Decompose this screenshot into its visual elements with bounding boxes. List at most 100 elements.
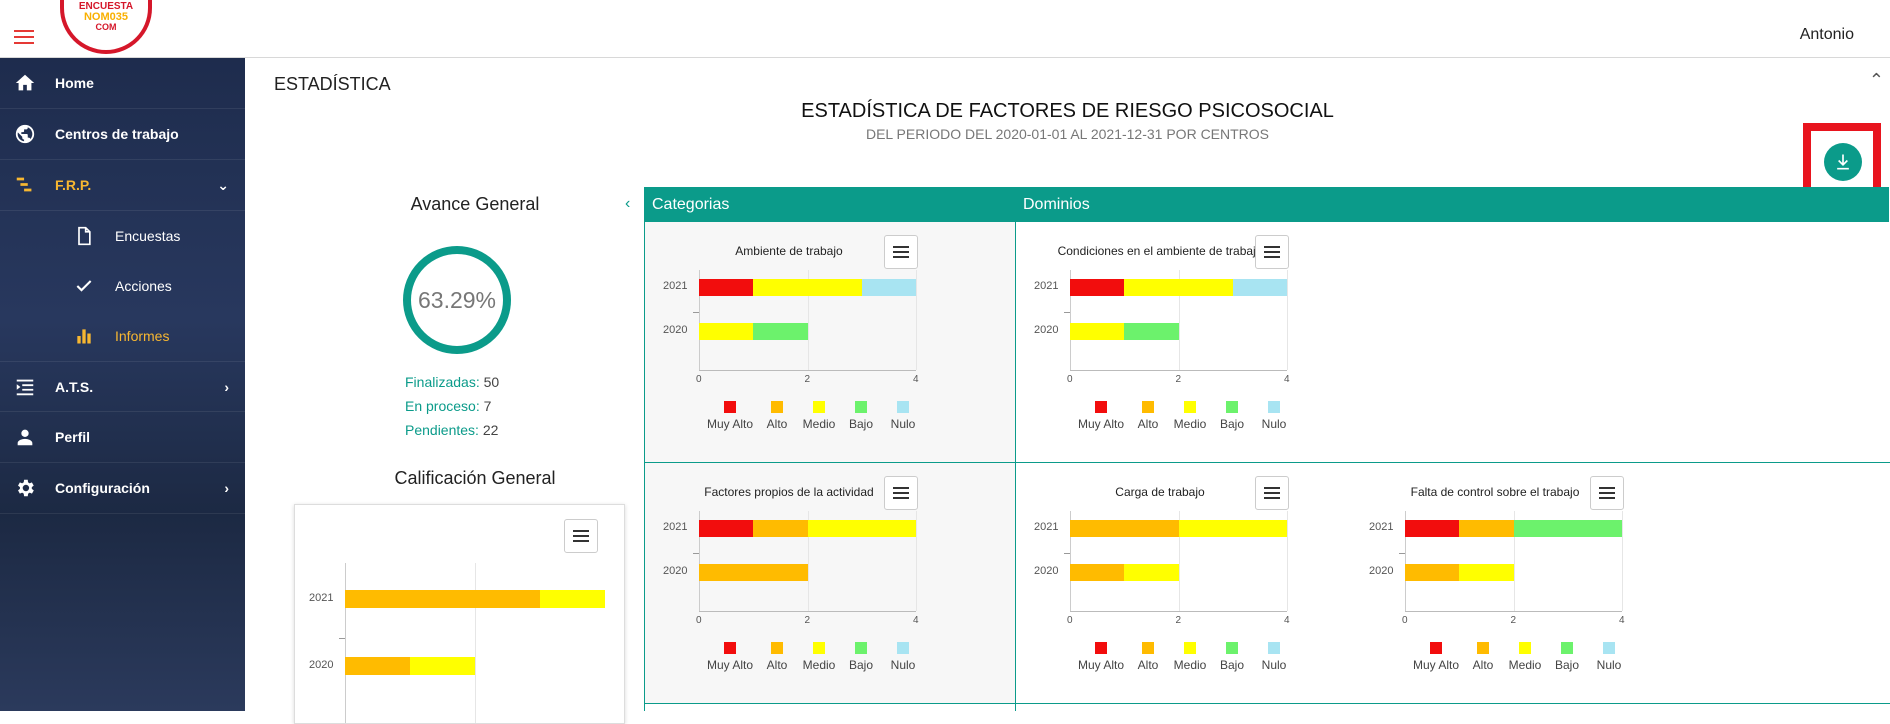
grid-line <box>807 270 809 370</box>
legend-swatch <box>1603 642 1615 654</box>
legend-item[interactable]: Alto <box>1462 642 1504 672</box>
bar-segment <box>1178 520 1287 537</box>
stat-finalizadas: Finalizadas: 50 <box>405 374 499 390</box>
frp-icon <box>16 177 32 192</box>
chevron-right-icon[interactable]: › <box>224 480 229 496</box>
chevron-up-icon[interactable]: ⌃ <box>1868 70 1884 90</box>
legend-label: Bajo <box>848 658 874 672</box>
legend-swatch <box>813 642 825 654</box>
logo[interactable]: ENCUESTA NOM035 COM <box>60 0 152 54</box>
condiciones-chart: Condiciones en el ambiente de trabajo 202… <box>1015 222 1350 462</box>
legend-item[interactable]: Muy Alto <box>704 642 756 672</box>
legend-item[interactable]: Medio <box>1504 642 1546 672</box>
sidebar-subitem-acciones[interactable]: Acciones <box>0 261 245 311</box>
legend-item[interactable]: Medio <box>1169 642 1211 672</box>
legend-item[interactable]: Medio <box>798 642 840 672</box>
y-tick-label: 2020 <box>1369 565 1394 577</box>
grid-line <box>916 511 917 611</box>
ambiente-chart: Ambiente de trabajo 2021 2020 0 2 4 Muy Alto Al… <box>644 222 1015 462</box>
chevron-right-icon[interactable]: › <box>224 378 229 395</box>
y-tick <box>1399 553 1405 554</box>
legend-label: Muy Alto <box>1412 658 1460 672</box>
legend-item[interactable]: Bajo <box>1211 642 1253 672</box>
legend-item[interactable]: Alto <box>756 642 798 672</box>
legend-item[interactable]: Alto <box>756 401 798 431</box>
grid-line <box>1178 511 1180 611</box>
legend-label: Alto <box>766 658 788 672</box>
gear-icon <box>18 479 34 497</box>
user-name[interactable]: Antonio <box>1799 26 1854 43</box>
panel-divider <box>644 462 1890 463</box>
calificacion-general-title: Calificación General <box>394 468 556 488</box>
download-button[interactable] <box>1824 143 1862 181</box>
legend-label: Nulo <box>890 658 916 672</box>
chart-menu-button[interactable] <box>884 476 918 510</box>
chart-legend: Muy Alto Alto Medio Bajo Nulo <box>1410 642 1630 672</box>
sidebar-item-frp[interactable]: F.R.P. ⌄ <box>0 160 245 211</box>
sidebar-item-home[interactable]: Home <box>0 58 245 109</box>
bar-segment <box>699 520 754 537</box>
carga-chart: Carga de trabajo 2021 2020 0 2 4 Muy Alto Alto M… <box>1015 463 1350 703</box>
legend-item[interactable]: Bajo <box>840 401 882 431</box>
sidebar-item-perfil[interactable]: Perfil <box>0 412 245 463</box>
sidebar-item-label: Centros de trabajo <box>55 126 179 142</box>
legend-swatch <box>724 642 736 654</box>
legend-label: Medio <box>1173 658 1207 672</box>
legend-item[interactable]: Nulo <box>1588 642 1630 672</box>
legend-item[interactable]: Alto <box>1127 642 1169 672</box>
legend-item[interactable]: Bajo <box>840 642 882 672</box>
chart-title: Carga de trabajo <box>1115 485 1205 499</box>
legend-item[interactable]: Alto <box>1127 401 1169 431</box>
x-tick-label: 2 <box>804 615 811 626</box>
legend-label: Bajo <box>1554 658 1580 672</box>
y-tick-label: 2021 <box>309 592 334 604</box>
legend-swatch <box>1226 401 1238 413</box>
grid-line <box>1178 270 1180 370</box>
legend-label: Alto <box>766 417 788 431</box>
bar-segment <box>807 520 916 537</box>
legend-label: Bajo <box>848 417 874 431</box>
sidebar-item-centros[interactable]: Centros de trabajo <box>0 109 245 160</box>
legend-item[interactable]: Nulo <box>882 401 924 431</box>
sidebar-subitem-informes[interactable]: Informes <box>0 311 245 361</box>
y-tick-label: 2020 <box>663 324 688 336</box>
legend-item[interactable]: Muy Alto <box>1075 642 1127 672</box>
legend-label: Muy Alto <box>706 417 754 431</box>
chart-menu-button[interactable] <box>1255 235 1289 269</box>
bar-segment <box>1070 279 1125 296</box>
legend-item[interactable]: Medio <box>798 401 840 431</box>
legend-item[interactable]: Bajo <box>1211 401 1253 431</box>
categoria-cell <box>644 222 1015 462</box>
progress-ring: 63.29% <box>403 246 511 354</box>
x-axis <box>1405 611 1622 612</box>
legend-label: Nulo <box>1261 658 1287 672</box>
legend-swatch <box>771 401 783 413</box>
legend-item[interactable]: Nulo <box>882 642 924 672</box>
chevron-down-icon[interactable]: ⌄ <box>217 176 229 193</box>
chevron-left-icon[interactable]: ‹ <box>625 195 631 212</box>
logo-text-3: COM <box>95 22 117 32</box>
chart-menu-button[interactable] <box>1255 476 1289 510</box>
sidebar-subitem-encuestas[interactable]: Encuestas <box>0 211 245 261</box>
sidebar-item-ats[interactable]: A.T.S. › <box>0 361 245 412</box>
legend-item[interactable]: Nulo <box>1253 401 1295 431</box>
hamburger-menu-icon[interactable] <box>14 30 34 44</box>
y-axis <box>699 511 700 611</box>
legend-item[interactable]: Medio <box>1169 401 1211 431</box>
sidebar-item-configuracion[interactable]: Configuración › <box>0 463 245 514</box>
legend-label: Nulo <box>890 417 916 431</box>
page-title: ESTADÍSTICA <box>274 74 391 94</box>
chart-menu-button[interactable] <box>1590 476 1624 510</box>
legend-item[interactable]: Muy Alto <box>1075 401 1127 431</box>
chart-menu-button[interactable] <box>564 519 598 553</box>
legend-item[interactable]: Bajo <box>1546 642 1588 672</box>
sidebar-subitem-label: Informes <box>115 328 170 344</box>
legend-item[interactable]: Muy Alto <box>1410 642 1462 672</box>
bar-segment <box>410 657 475 675</box>
y-tick <box>693 553 699 554</box>
legend-item[interactable]: Nulo <box>1253 642 1295 672</box>
legend-item[interactable]: Muy Alto <box>704 401 756 431</box>
y-axis <box>1070 270 1071 370</box>
chart-menu-button[interactable] <box>884 235 918 269</box>
falta-control-chart: Falta de control sobre el trabajo 2021 202… <box>1350 463 1685 703</box>
